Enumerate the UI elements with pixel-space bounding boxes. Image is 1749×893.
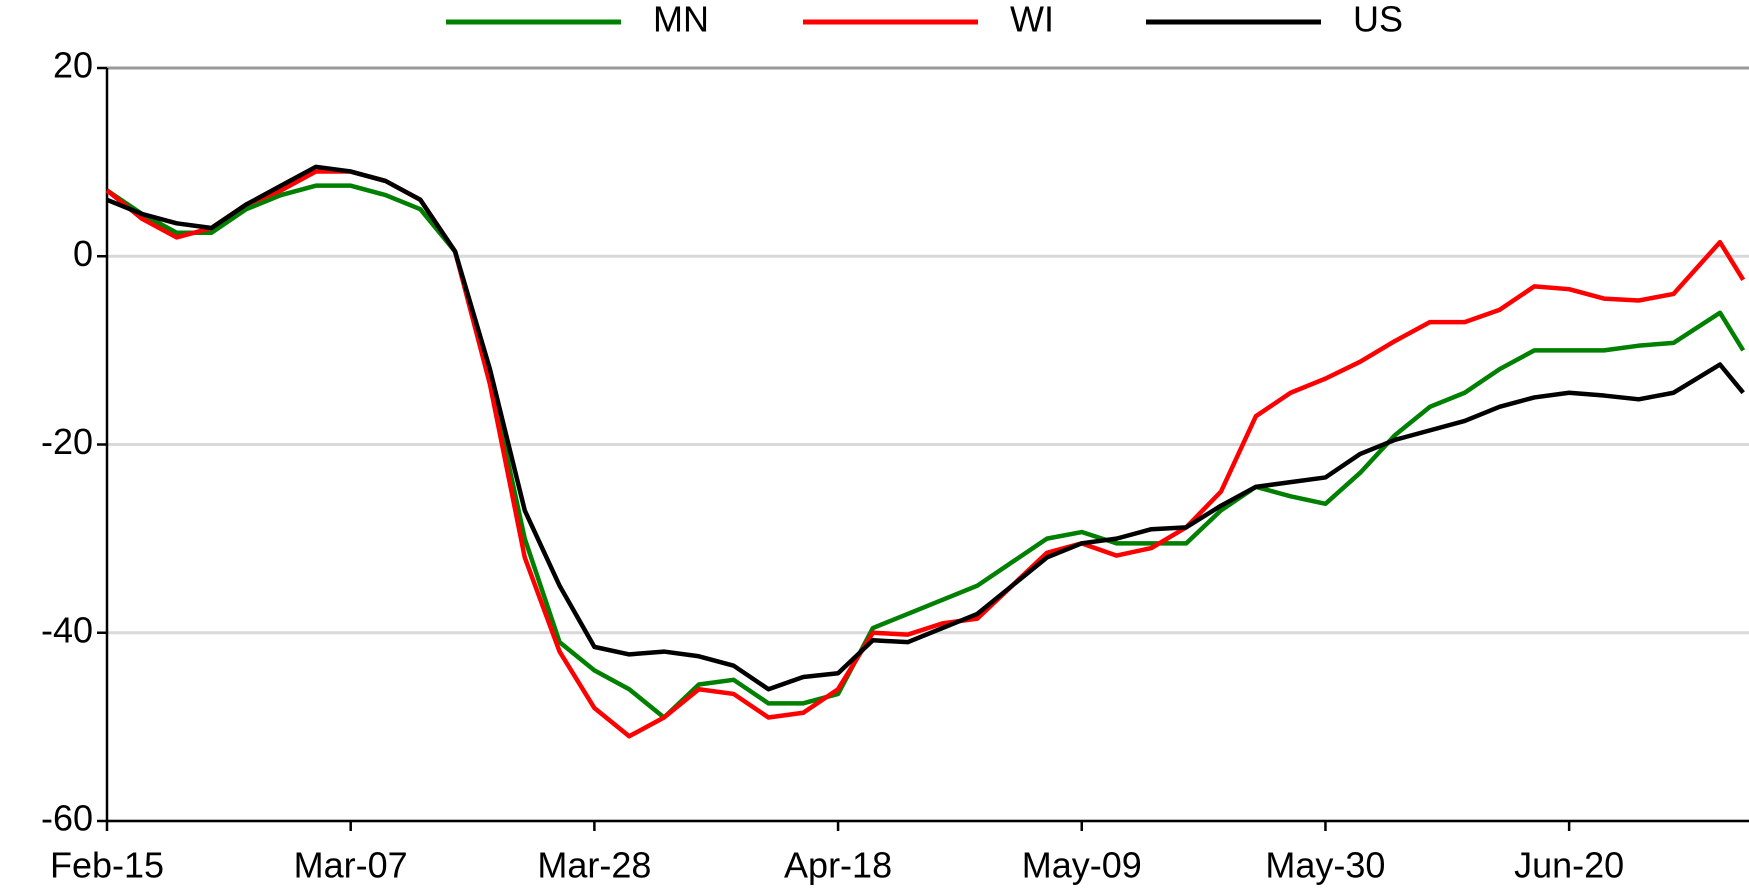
y-tick-label: -60	[41, 798, 93, 839]
y-tick-label: -20	[41, 421, 93, 462]
legend-label: WI	[1010, 0, 1054, 40]
x-tick-label: May-09	[1022, 845, 1142, 886]
x-tick-label: Apr-18	[784, 845, 892, 886]
y-tick-label: 20	[53, 45, 93, 86]
x-tick-label: Feb-15	[50, 845, 164, 886]
x-tick-label: Mar-28	[537, 845, 651, 886]
x-tick-label: May-30	[1265, 845, 1385, 886]
legend-label: MN	[653, 0, 709, 40]
y-tick-label: 0	[73, 233, 93, 274]
line-series	[105, 183, 1746, 720]
legend-label: US	[1353, 0, 1403, 40]
x-tick-label: Mar-07	[294, 845, 408, 886]
y-tick-label: -40	[41, 609, 93, 650]
line-series	[106, 164, 1745, 692]
x-tick-label: Jun-20	[1514, 845, 1624, 886]
